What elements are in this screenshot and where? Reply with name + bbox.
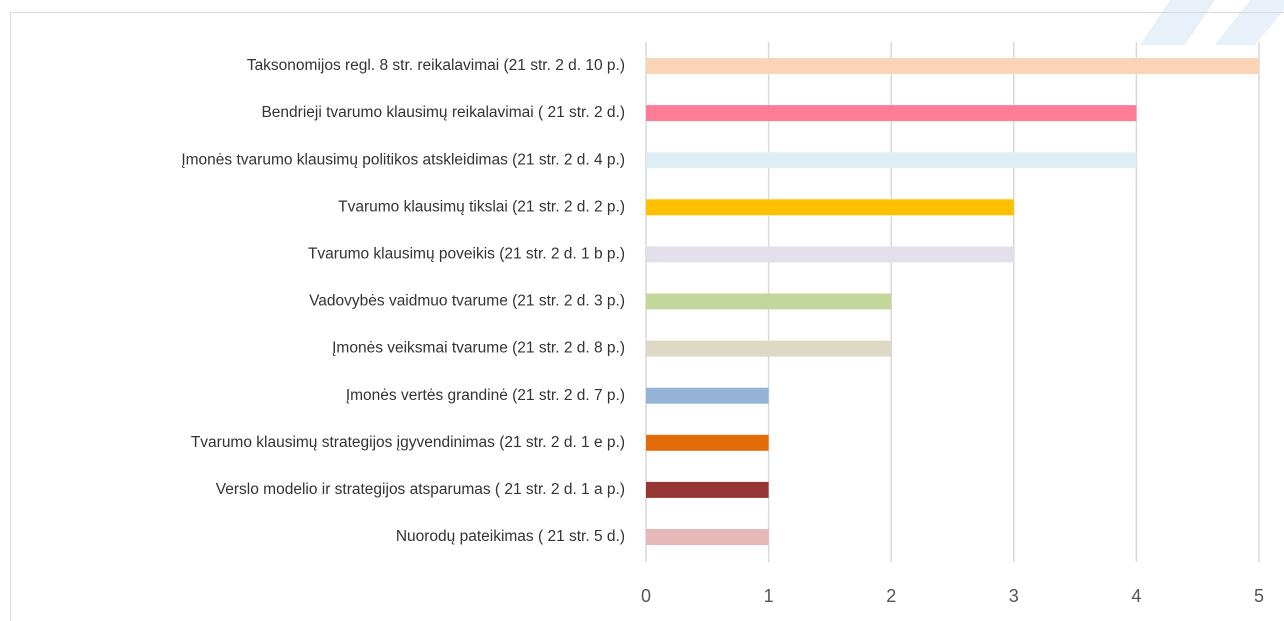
x-tick-label: 4 xyxy=(1131,586,1141,606)
x-tick-label: 2 xyxy=(886,586,896,606)
bar xyxy=(646,199,1014,216)
bar xyxy=(646,246,1014,263)
y-tick-label: Įmonės tvarumo klausimų politikos atskle… xyxy=(181,151,625,168)
decor-stripe xyxy=(1140,0,1215,45)
bar xyxy=(646,434,769,451)
bar xyxy=(646,387,769,404)
y-tick-label: Įmonės veiksmai tvarume (21 str. 2 d. 8 … xyxy=(332,340,625,357)
bar xyxy=(646,152,1137,169)
x-tick-label: 5 xyxy=(1254,586,1264,606)
bar xyxy=(646,529,769,545)
bar xyxy=(646,340,892,357)
y-tick-label: Įmonės vertės grandinė (21 str. 2 d. 7 p… xyxy=(346,387,625,404)
y-tick-label: Tvarumo klausimų poveikis (21 str. 2 d. … xyxy=(308,245,625,262)
y-tick-label: Nuorodų pateikimas ( 21 str. 5 d.) xyxy=(396,528,625,545)
y-tick-label: Taksonomijos regl. 8 str. reikalavimai (… xyxy=(247,57,625,74)
bar xyxy=(646,58,1259,74)
y-tick-label: Tvarumo klausimų strategijos įgyvendinim… xyxy=(191,434,625,451)
bar xyxy=(646,481,769,498)
x-tick-label: 3 xyxy=(1009,586,1019,606)
chart-frame xyxy=(10,12,1284,621)
y-tick-label: Vadovybės vaidmuo tvarume (21 str. 2 d. … xyxy=(309,293,625,310)
x-tick-label: 0 xyxy=(641,586,651,606)
y-tick-label: Bendrieji tvarumo klausimų reikalavimai … xyxy=(261,104,625,121)
bar xyxy=(646,293,892,310)
y-tick-label: Tvarumo klausimų tikslai (21 str. 2 d. 2… xyxy=(338,198,625,215)
bar xyxy=(646,105,1137,122)
y-tick-label: Verslo modelio ir strategijos atsparumas… xyxy=(216,481,625,498)
decor-stripe xyxy=(1215,0,1284,45)
x-tick-label: 1 xyxy=(764,586,774,606)
